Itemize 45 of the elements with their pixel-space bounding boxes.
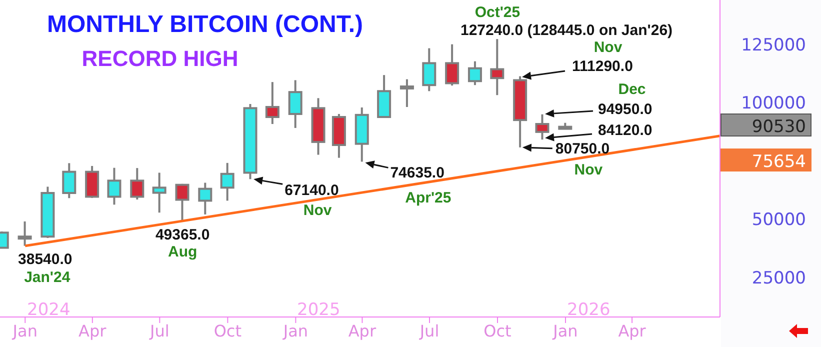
annotation: Nov 111290.0 [572, 39, 633, 75]
x-tick-label: Oct [214, 321, 242, 340]
annotation: 2024 [27, 300, 70, 320]
y-tick-label: 25000 [752, 268, 806, 288]
annotation: 67140.0 Nov [284, 182, 339, 220]
candlestick [175, 182, 190, 222]
candlestick [468, 60, 482, 86]
y-tick-label: 100000 [741, 94, 806, 114]
candlestick [130, 167, 144, 201]
y-tick-label: 125000 [741, 35, 806, 56]
annotation: 74635.0 Apr'25 [390, 164, 452, 207]
x-tick-label: Jul [149, 321, 170, 340]
annotation: Dec 94950.0 [598, 81, 652, 118]
text: 90530 [752, 117, 806, 137]
candlestick [445, 43, 460, 87]
candlestick [18, 220, 32, 247]
candlestick [265, 81, 280, 126]
candlestick [198, 182, 212, 216]
x-tick-label: Jan [552, 321, 578, 340]
candlestick [288, 79, 302, 129]
annotation: 80750.0 Nov [555, 140, 610, 178]
candlestick [152, 172, 166, 214]
annotation: Oct'25 127240.0 (128445.0 on Jan'26) [460, 4, 673, 40]
x-tick-label: Apr [618, 321, 646, 340]
annotation: 2026 [567, 300, 610, 320]
text: RECORD HIGH [82, 46, 238, 71]
x-tick-label: Jan [12, 321, 38, 340]
annotation: 49365.0 Aug [155, 226, 210, 261]
x-tick-label: Oct [484, 321, 512, 340]
x-tick-label: Apr [78, 321, 107, 340]
candlestick [62, 162, 76, 200]
annotation: 2025 [297, 300, 340, 320]
text: 75654 [752, 152, 806, 172]
x-tick-label: Jul [418, 321, 440, 340]
x-tick-label: Jan [282, 321, 308, 340]
annotation: 84120.0 [598, 122, 652, 139]
annotation: 38540.0 Jan'24 [18, 250, 72, 286]
y-tick-label: 50000 [752, 210, 806, 230]
candlestick [107, 166, 122, 206]
candlestick [490, 38, 504, 96]
candlestick [400, 78, 414, 108]
candlestick [220, 162, 234, 202]
x-tick-label: Apr [348, 321, 376, 340]
candlestick [422, 47, 436, 92]
text: MONTHLY BITCOIN (CONT.) [47, 11, 363, 38]
